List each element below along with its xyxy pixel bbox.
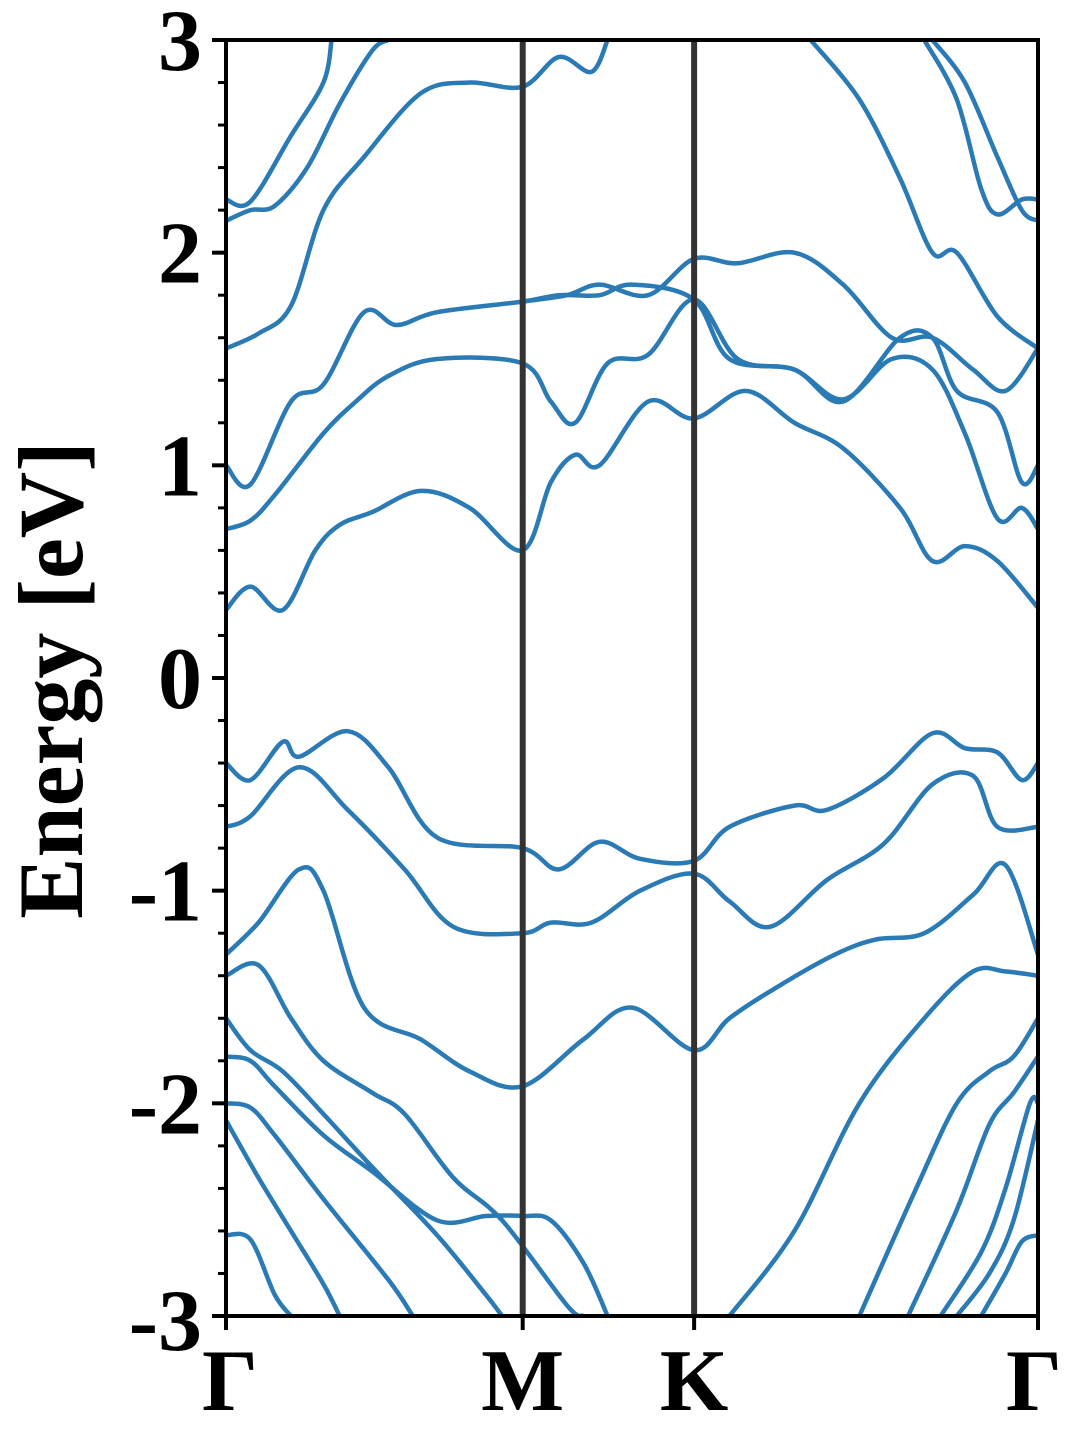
bands-group <box>226 40 1038 1316</box>
band-line-15 <box>226 40 391 224</box>
band-line-2 <box>226 1231 294 1316</box>
k-point-dividers <box>519 40 698 1316</box>
band-line-21 <box>727 965 1038 1316</box>
band-line-3 <box>226 1118 342 1316</box>
band-line-10 <box>226 728 1038 872</box>
band-line-20 <box>930 40 1038 224</box>
band-line-14 <box>226 40 610 351</box>
band-line-6 <box>226 1016 505 1316</box>
x-tick-label: K <box>660 1333 728 1430</box>
y-tick-label: 2 <box>158 206 202 303</box>
band-line-4 <box>226 1101 416 1316</box>
band-line-22 <box>857 1016 1038 1316</box>
plot-frame <box>224 38 1040 1318</box>
band-line-18 <box>808 40 1038 351</box>
y-tick-label: 0 <box>158 631 202 728</box>
band-line-17 <box>520 249 1038 394</box>
y-ticks: -3 -2 -1 0 1 2 3 <box>129 0 226 1370</box>
band-line-8 <box>226 860 1038 1090</box>
band-line-26 <box>978 1232 1038 1316</box>
band-line-11 <box>226 388 1038 613</box>
y-tick-label: -1 <box>129 844 202 941</box>
band-line-16 <box>226 40 334 209</box>
y-tick-label: 1 <box>158 418 202 515</box>
band-line-9 <box>226 765 1038 937</box>
x-tick-label: M <box>481 1333 564 1430</box>
band-line-5 <box>226 1054 610 1316</box>
x-tick-label: Γ <box>1006 1333 1062 1430</box>
band-line-7 <box>226 961 586 1316</box>
band-line-25 <box>954 1118 1038 1316</box>
x-tick-label: Γ <box>202 1333 258 1430</box>
band-line-23 <box>905 1054 1038 1316</box>
band-line-13 <box>226 282 1038 490</box>
band-line-12 <box>226 297 1038 532</box>
band-line-24 <box>938 1094 1038 1316</box>
y-tick-label: -2 <box>129 1056 202 1153</box>
y-tick-label: -3 <box>129 1273 202 1370</box>
y-axis-label: Energy [eV] <box>0 441 102 919</box>
y-tick-label: 3 <box>158 0 202 90</box>
band-line-19 <box>922 40 1038 217</box>
